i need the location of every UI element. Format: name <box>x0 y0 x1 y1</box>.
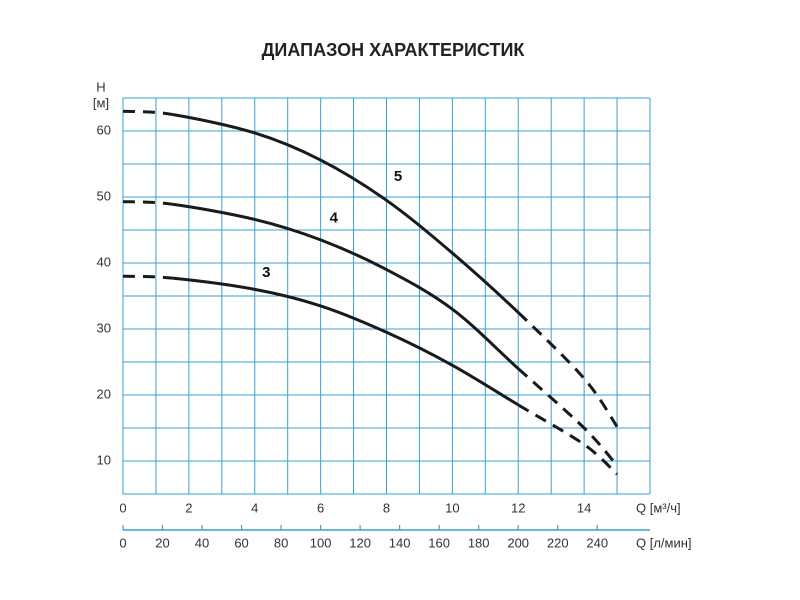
x-tick-label: 6 <box>317 500 324 515</box>
y-axis-unit: [м] <box>93 95 109 110</box>
curve <box>517 367 619 467</box>
y-axis-label: H <box>96 79 105 94</box>
curve <box>122 109 173 116</box>
x2-tick-label: 240 <box>586 535 608 550</box>
x-tick-label: 4 <box>251 500 258 515</box>
y-tick-label: 60 <box>97 122 111 137</box>
x2-tick-label: 100 <box>310 535 332 550</box>
x2-tick-label: 200 <box>507 535 529 550</box>
x2-axis-label: Q [л/мин] <box>636 535 692 550</box>
curve-label: 3 <box>262 264 270 281</box>
x-tick-label: 14 <box>577 500 591 515</box>
x-tick-label: 10 <box>445 500 459 515</box>
y-tick-label: 30 <box>97 320 111 335</box>
curve <box>172 113 520 314</box>
x-tick-label: 12 <box>511 500 525 515</box>
curve-label: 4 <box>330 210 339 227</box>
x-tick-label: 0 <box>119 500 126 515</box>
x2-tick-label: 80 <box>274 535 288 550</box>
y-tick-label: 50 <box>97 188 111 203</box>
x-axis-label: Q [м³/ч] <box>636 500 681 515</box>
y-tick-label: 10 <box>97 452 111 467</box>
curve <box>517 311 619 428</box>
x2-tick-label: 20 <box>155 535 169 550</box>
x2-tick-label: 160 <box>428 535 450 550</box>
x2-tick-label: 180 <box>468 535 490 550</box>
curve <box>172 202 520 370</box>
curve-label: 5 <box>394 168 402 185</box>
x-tick-label: 8 <box>383 500 390 515</box>
curve <box>122 274 173 280</box>
curve <box>172 276 520 407</box>
chart-title: ДИАПАЗОН ХАРАКТЕРИСТИК <box>262 40 526 60</box>
curve <box>517 403 619 476</box>
y-tick-label: 40 <box>97 254 111 269</box>
x2-tick-label: 0 <box>119 535 126 550</box>
x2-tick-label: 40 <box>195 535 209 550</box>
x2-tick-label: 220 <box>547 535 569 550</box>
x-tick-label: 2 <box>185 500 192 515</box>
x2-tick-label: 140 <box>389 535 411 550</box>
x2-tick-label: 60 <box>234 535 248 550</box>
y-tick-label: 20 <box>97 386 111 401</box>
curve <box>122 200 173 206</box>
x2-tick-label: 120 <box>349 535 371 550</box>
